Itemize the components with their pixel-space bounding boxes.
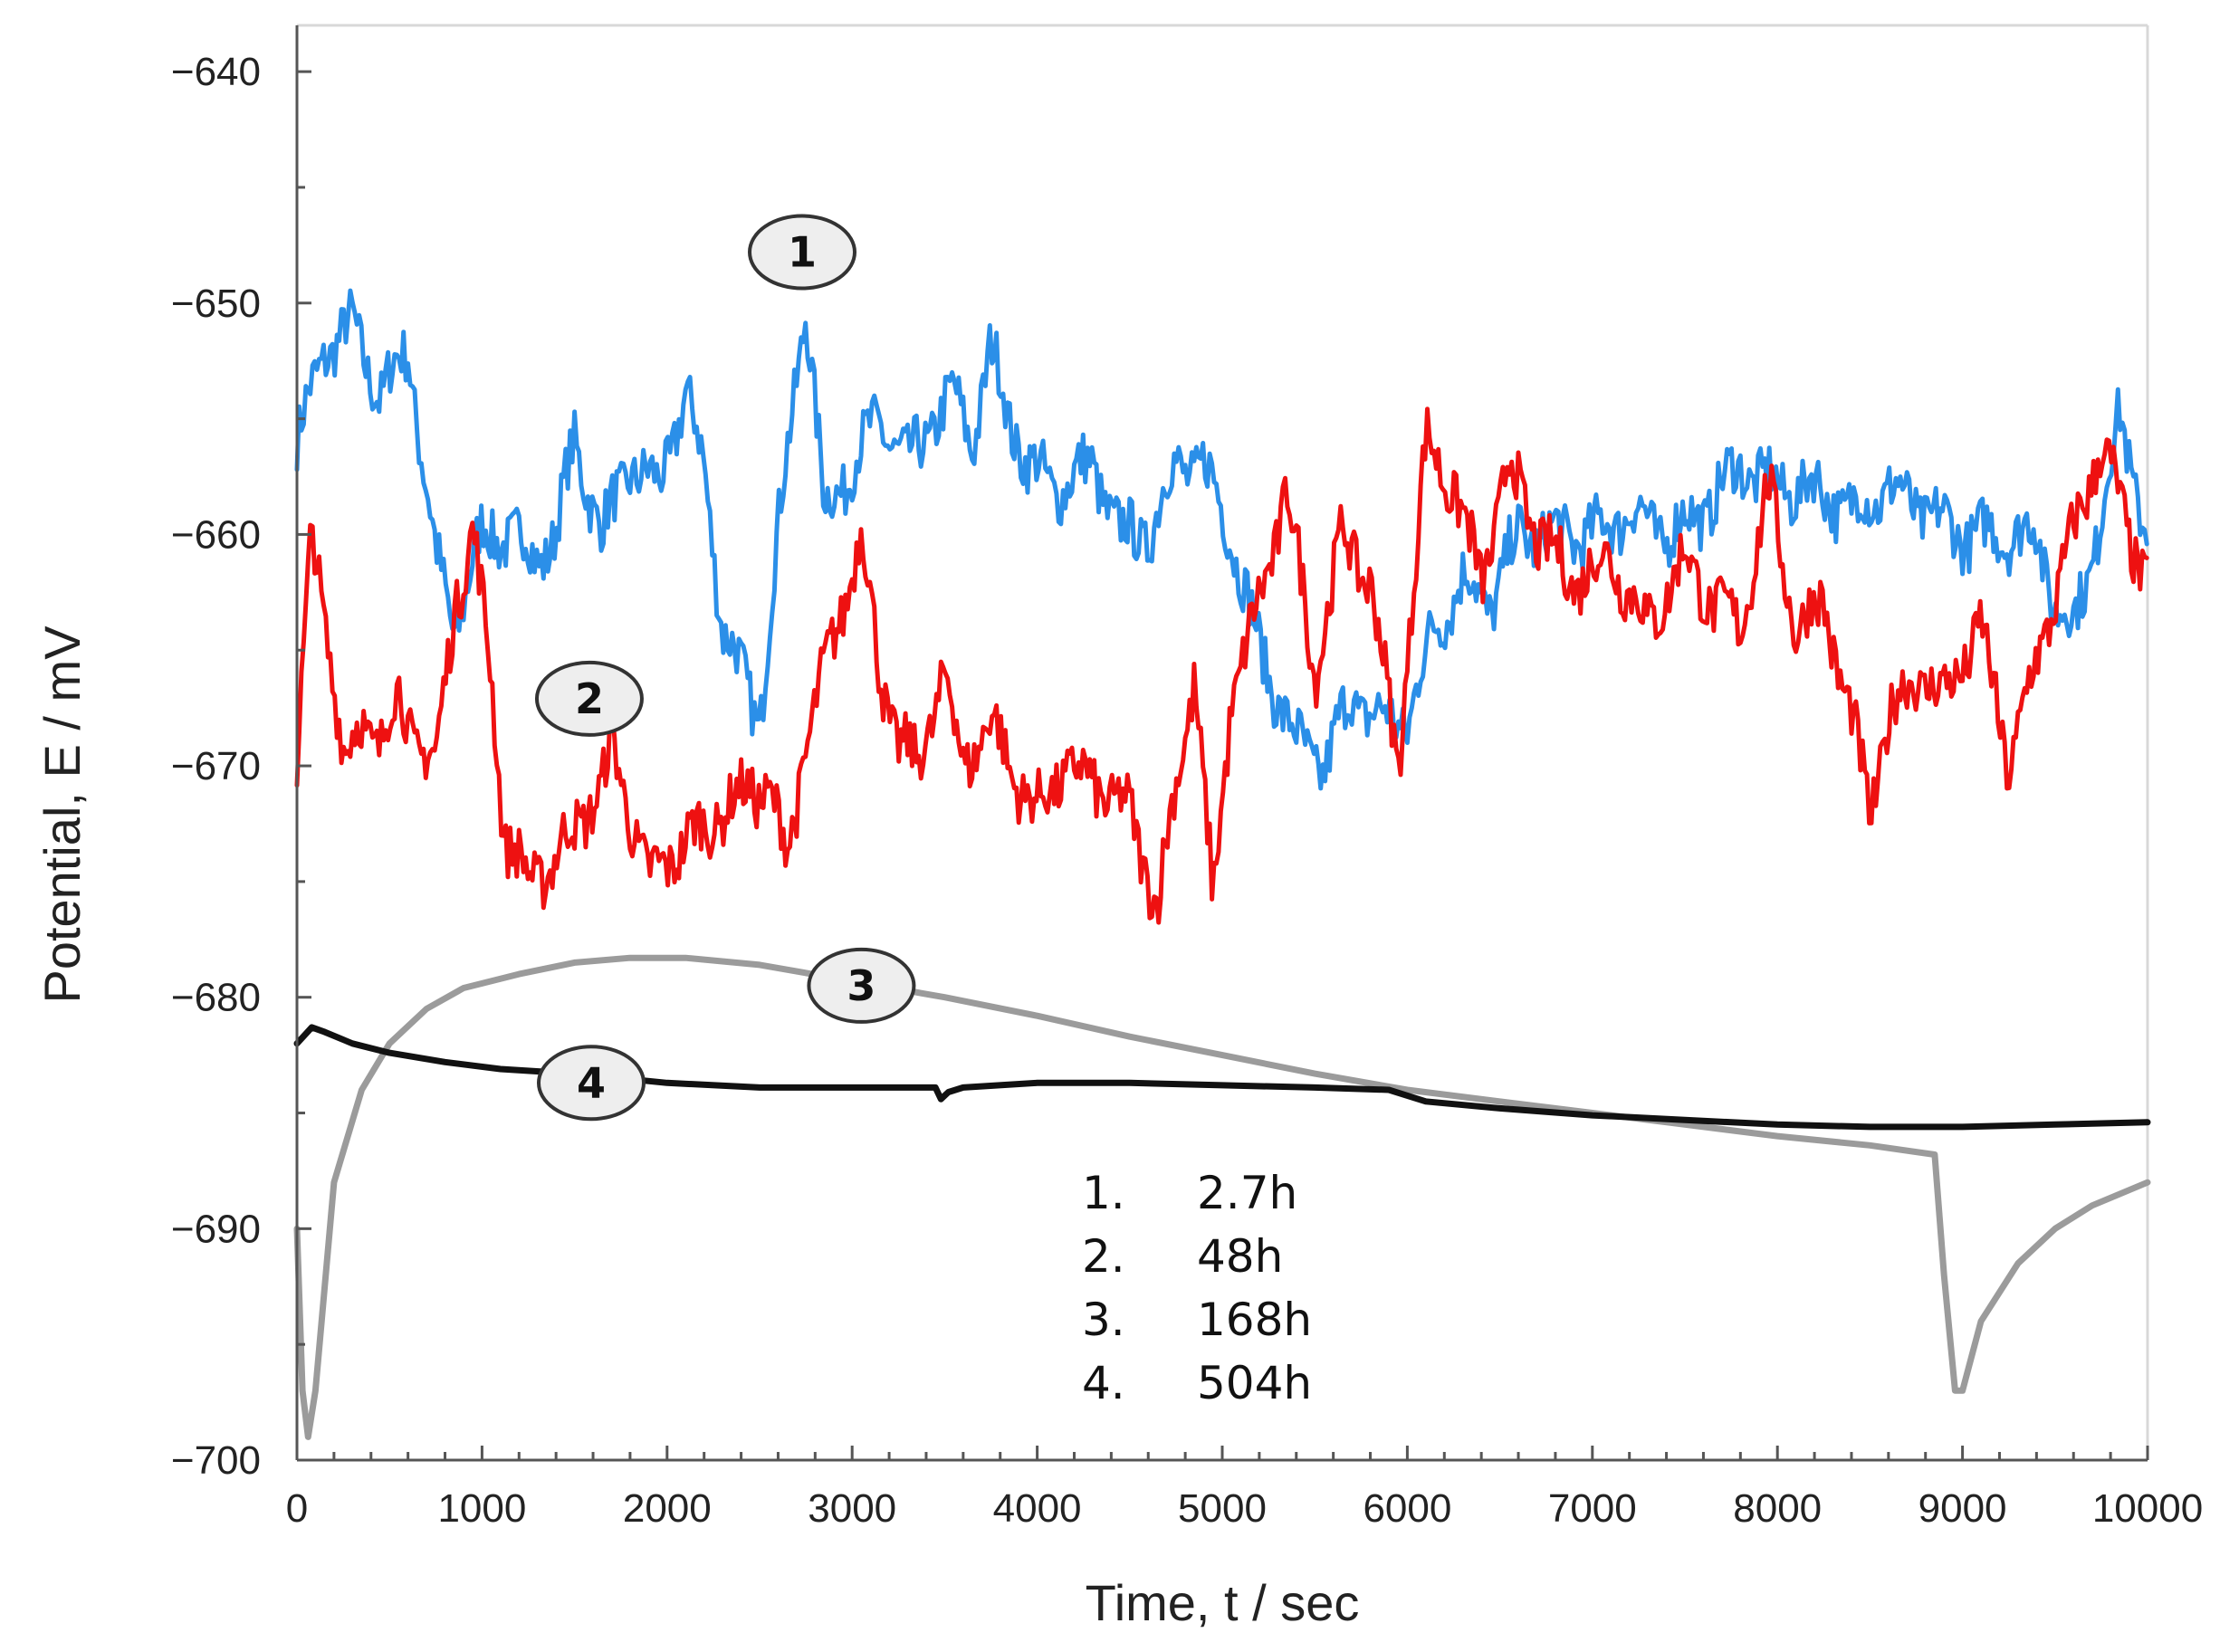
- legend-entry-number: 3.: [1082, 1294, 1125, 1346]
- marker-label: 4: [577, 1058, 606, 1107]
- series-marker-1: 1: [748, 214, 857, 291]
- x-tick-label: 6000: [1363, 1486, 1451, 1531]
- series-marker-3: 3: [807, 947, 916, 1024]
- x-tick-label: 9000: [1918, 1486, 2007, 1531]
- legend-entry-number: 4.: [1082, 1357, 1125, 1409]
- x-axis-title: Time, t / sec: [1086, 1574, 1360, 1631]
- marker-circle: [748, 214, 857, 291]
- series-marker-2: 2: [534, 660, 644, 737]
- y-tick-label: −700: [171, 1438, 261, 1483]
- marker-label: 1: [788, 228, 817, 277]
- y-tick-label: −640: [171, 50, 261, 94]
- x-tick-label: 7000: [1548, 1486, 1637, 1531]
- marker-circle: [807, 947, 916, 1024]
- legend-entry-number: 2.: [1082, 1230, 1125, 1283]
- series-layer: [293, 288, 2151, 1440]
- legend-entry-label: 504h: [1197, 1357, 1312, 1409]
- marker-circle: [536, 1045, 646, 1122]
- legend: 1. 2.7h 2. 48h 3. 168h 4. 504h: [1082, 1167, 1312, 1409]
- legend-entry-label: 2.7h: [1197, 1167, 1297, 1219]
- legend-entry-label: 168h: [1197, 1294, 1312, 1346]
- y-tick-label: −690: [171, 1207, 261, 1251]
- x-tick-label: 8000: [1733, 1486, 1822, 1531]
- y-axis-title: Potential, E / mV: [33, 625, 91, 1004]
- y-tick-label: −670: [171, 744, 261, 788]
- x-tick-label: 4000: [993, 1486, 1082, 1531]
- axes-layer: −640 −650 −660 −670 −680 −690 −700 0 1000 2000 300…: [171, 25, 2203, 1531]
- series-2-line: [294, 406, 2149, 925]
- x-tick-label: 1000: [437, 1486, 526, 1531]
- series-3-line: [293, 954, 2151, 1440]
- y-tick-label: −650: [171, 282, 261, 326]
- x-tick-label: 3000: [808, 1486, 896, 1531]
- x-tick-label: 5000: [1178, 1486, 1267, 1531]
- x-tick-label: 0: [286, 1486, 308, 1531]
- series-4-line: [293, 1024, 2151, 1131]
- marker-label: 2: [575, 674, 604, 723]
- marker-label: 3: [847, 961, 876, 1010]
- x-tick-label: 10000: [2092, 1486, 2203, 1531]
- series-1-line: [294, 288, 2149, 791]
- legend-entry-label: 48h: [1197, 1230, 1283, 1283]
- x-tick-label: 2000: [623, 1486, 712, 1531]
- series-markers: 1 2 3 4: [534, 214, 916, 1122]
- y-tick-label: −680: [171, 976, 261, 1020]
- marker-circle: [534, 660, 644, 737]
- y-tick-label: −660: [171, 512, 261, 557]
- series-marker-4: 4: [536, 1045, 646, 1122]
- legend-entry-number: 1.: [1082, 1167, 1125, 1219]
